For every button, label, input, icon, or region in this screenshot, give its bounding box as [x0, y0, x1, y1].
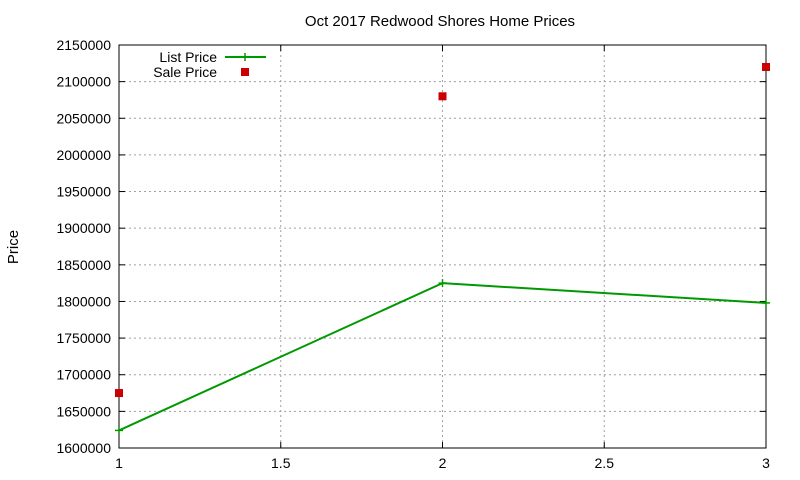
series-layer: [115, 62, 770, 435]
legend-label-sale-price: Sale Price: [153, 64, 217, 80]
x-tick-label: 1: [115, 455, 123, 471]
sale-price-point: [115, 389, 123, 398]
y-tick-label: 2050000: [56, 110, 111, 126]
y-tick-label: 1900000: [56, 220, 111, 236]
y-tick-label: 1800000: [56, 293, 111, 309]
sale-price-point: [762, 62, 770, 71]
legend-label-list-price: List Price: [159, 49, 217, 65]
y-tick-label: 1600000: [56, 440, 111, 456]
list-price-point: [115, 426, 123, 435]
y-tick-label: 1950000: [56, 184, 111, 200]
y-tick-label: 1650000: [56, 403, 111, 419]
list-price-point: [438, 279, 447, 288]
y-tick-label: 1850000: [56, 257, 111, 273]
y-axis-title: Price: [5, 230, 22, 264]
grid-lines: [119, 45, 766, 448]
legend-marker-list-price: [241, 53, 249, 61]
axis-ticks: 1600000 1650000 1700000 1750000 1800000 18500…: [56, 37, 770, 471]
y-tick-label: 1750000: [56, 330, 111, 346]
x-tick-label: 3: [762, 455, 770, 471]
x-tick-label: 2: [439, 455, 447, 471]
y-tick-label: 1700000: [56, 367, 111, 383]
y-tick-label: 2000000: [56, 147, 111, 163]
y-tick-label: 2100000: [56, 74, 111, 90]
chart-title: Oct 2017 Redwood Shores Home Prices: [305, 13, 575, 30]
y-tick-label: 2150000: [56, 37, 111, 53]
list-price-point: [762, 298, 770, 307]
x-tick-label: 2.5: [595, 455, 615, 471]
legend-marker-sale-price: [241, 68, 249, 76]
x-tick-label: 1.5: [271, 455, 291, 471]
sale-price-point: [438, 92, 447, 101]
